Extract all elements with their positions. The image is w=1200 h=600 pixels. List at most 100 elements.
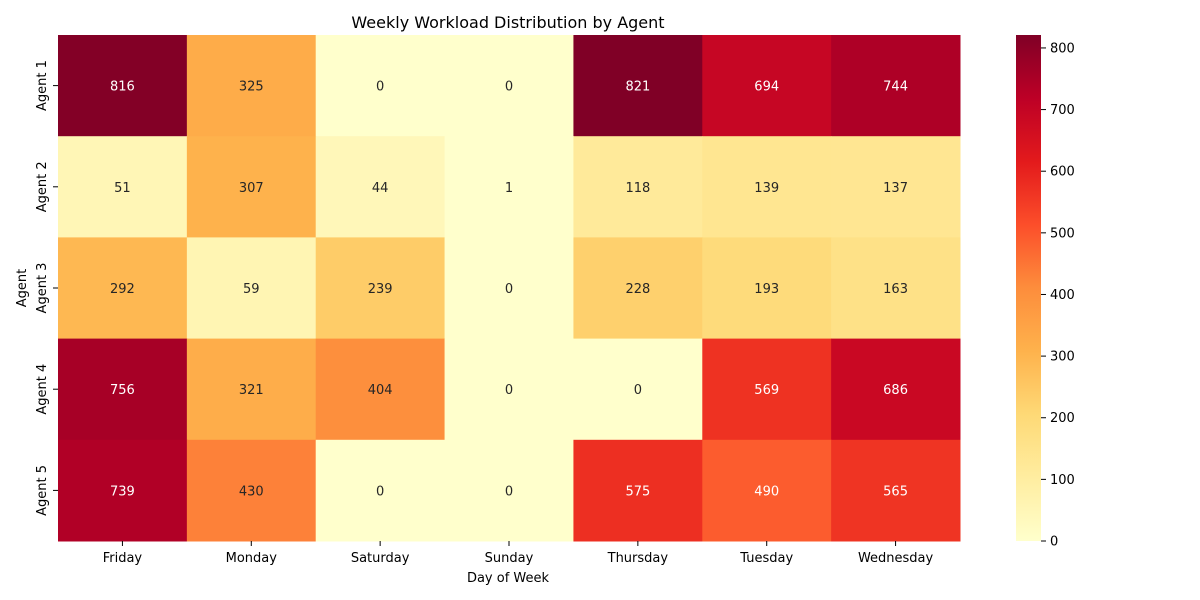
cell-value-label: 565 (883, 484, 908, 499)
cell-value-label: 163 (883, 282, 908, 297)
heatmap-cell (444, 338, 574, 441)
colorbar-tick-label: 400 (1050, 288, 1075, 303)
heatmap-cell (573, 439, 703, 542)
x-tick-label: Saturday (351, 551, 410, 566)
cell-value-label: 292 (110, 282, 135, 297)
x-tick-label: Monday (226, 551, 278, 566)
heatmap-cell (315, 136, 446, 238)
cell-value-label: 430 (239, 484, 264, 499)
x-tick-label: Thursday (607, 551, 669, 566)
heatmap-cell (573, 136, 703, 238)
x-tick-label: Friday (103, 551, 143, 566)
cell-value-label: 0 (505, 383, 513, 398)
colorbar-tick-label: 300 (1050, 350, 1075, 365)
heatmap-cell (702, 136, 832, 238)
colorbar-tick-label: 800 (1050, 41, 1075, 56)
heatmap-cell (573, 237, 703, 340)
heatmap-cell (315, 237, 446, 340)
colorbar: 0 100 200 300 400 500 600 700 800 (1016, 35, 1075, 550)
heatmap-cell (702, 338, 832, 441)
cell-value-label: 0 (505, 80, 513, 95)
cell-value-label: 490 (754, 484, 779, 499)
heatmap-cell (444, 237, 574, 340)
heatmap-cell (58, 338, 188, 441)
cell-value-label: 686 (883, 383, 908, 398)
heatmap-cell (315, 439, 446, 542)
x-tick-label: Tuesday (739, 551, 793, 566)
y-tick-label: Agent 3 (35, 263, 50, 314)
cell-value-label: 139 (754, 181, 779, 196)
colorbar-tick-label: 500 (1050, 226, 1075, 241)
cell-value-label: 307 (239, 181, 264, 196)
cell-value-label: 0 (376, 80, 384, 95)
y-tick-label: Agent 4 (35, 364, 50, 415)
cell-value-label: 137 (883, 181, 908, 196)
cell-value-label: 193 (754, 282, 779, 297)
colorbar-tick-label: 0 (1050, 535, 1058, 550)
cell-value-label: 0 (505, 282, 513, 297)
cell-value-label: 51 (114, 181, 131, 196)
cell-value-label: 0 (505, 484, 513, 499)
heatmap-cell (58, 35, 188, 137)
x-tick-label: Sunday (485, 551, 534, 566)
heatmap-cells: 816 325 0 0 821 694 744 51 307 44 1 118 139 137 292 59 2… (58, 35, 961, 542)
heatmap-cell (444, 35, 574, 137)
y-tick-label: Agent 5 (35, 465, 50, 516)
cell-value-label: 816 (110, 80, 135, 95)
heatmap-cell (702, 35, 832, 137)
y-axis: Agent 1 Agent 2 Agent 3 Agent 4 Agent 5 (35, 60, 58, 516)
heatmap-cell (315, 35, 446, 137)
colorbar-tick-label: 600 (1050, 165, 1075, 180)
heatmap-cell (58, 439, 188, 542)
heatmap-cell (444, 136, 574, 238)
x-axis: Friday Monday Saturday Sunday Thursday Tuesda… (103, 541, 934, 566)
heatmap-cell (702, 439, 832, 542)
cell-value-label: 59 (243, 282, 260, 297)
cell-value-label: 239 (368, 282, 393, 297)
heatmap-cell (58, 136, 188, 238)
x-tick-label: Wednesday (858, 551, 934, 566)
cell-value-label: 325 (239, 80, 264, 95)
heatmap-cell (831, 136, 961, 238)
y-tick-label: Agent 2 (35, 161, 50, 212)
heatmap-cell (186, 35, 317, 137)
y-axis-label: Agent (15, 269, 30, 307)
colorbar-tick-label: 700 (1050, 103, 1075, 118)
heatmap-cell (831, 338, 961, 441)
heatmap-cell (831, 237, 961, 340)
cell-value-label: 44 (372, 181, 389, 196)
cell-value-label: 756 (110, 383, 135, 398)
heatmap-cell (186, 439, 317, 542)
cell-value-label: 228 (625, 282, 650, 297)
cell-value-label: 694 (754, 80, 779, 95)
x-axis-label: Day of Week (467, 571, 550, 586)
heatmap-cell (58, 237, 188, 340)
cell-value-label: 575 (625, 484, 650, 499)
colorbar-tick-label: 100 (1050, 473, 1075, 488)
chart-title: Weekly Workload Distribution by Agent (351, 13, 664, 32)
cell-value-label: 821 (625, 80, 650, 95)
heatmap-cell (315, 338, 446, 441)
heatmap-cell (573, 338, 703, 441)
cell-value-label: 0 (634, 383, 642, 398)
heatmap-cell (186, 237, 317, 340)
cell-value-label: 0 (376, 484, 384, 499)
cell-value-label: 739 (110, 484, 135, 499)
cell-value-label: 1 (505, 181, 513, 196)
heatmap-cell (186, 136, 317, 238)
cell-value-label: 569 (754, 383, 779, 398)
y-tick-label: Agent 1 (35, 60, 50, 111)
cell-value-label: 744 (883, 80, 908, 95)
heatmap-cell (702, 237, 832, 340)
colorbar-tick-label: 200 (1050, 411, 1075, 426)
heatmap-cell (573, 35, 703, 137)
heatmap-cell (444, 439, 574, 542)
colorbar-gradient (1016, 35, 1041, 541)
heatmap-cell (831, 439, 961, 542)
heatmap-cell (186, 338, 317, 441)
cell-value-label: 404 (368, 383, 393, 398)
cell-value-label: 118 (625, 181, 650, 196)
heatmap-cell (831, 35, 961, 137)
cell-value-label: 321 (239, 383, 264, 398)
